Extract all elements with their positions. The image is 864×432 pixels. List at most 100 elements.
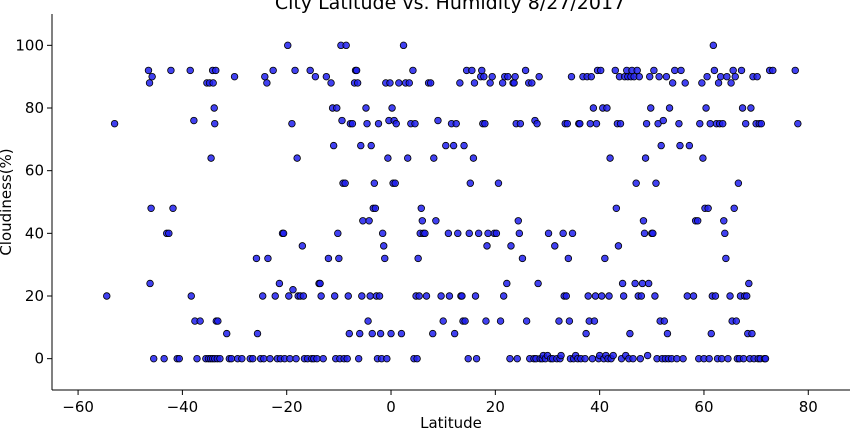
scatter-point [673, 354, 681, 363]
scatter-point [683, 292, 691, 300]
scatter-point [584, 292, 592, 300]
scatter-point [450, 329, 459, 338]
scatter-point [698, 79, 706, 87]
scatter-point [567, 72, 576, 81]
scatter-point [605, 292, 613, 300]
x-tick-label: −60 [62, 398, 94, 416]
scatter-point [386, 79, 394, 87]
scatter-point [429, 329, 437, 338]
scatter-point [210, 104, 218, 112]
scatter-point [482, 317, 490, 325]
scatter-point [699, 154, 707, 162]
scatter-point [279, 229, 288, 238]
scatter-point [253, 329, 262, 338]
scatter-point [551, 242, 559, 250]
y-tick-label: 100 [15, 36, 44, 54]
scatter-point [165, 229, 173, 238]
scatter-point [397, 329, 406, 338]
scatter-point [380, 242, 388, 250]
scatter-point [794, 119, 802, 128]
scatter-point [366, 292, 374, 300]
scatter-point [169, 204, 177, 212]
scatter-point [743, 292, 751, 300]
scatter-point [395, 79, 403, 87]
scatter-point [603, 104, 611, 112]
scatter-point [260, 354, 268, 363]
scatter-point [454, 229, 462, 238]
scatter-point [391, 179, 399, 187]
scatter-point [405, 79, 413, 87]
scatter-point [478, 66, 486, 75]
scatter-point [709, 41, 718, 50]
scatter-point [417, 204, 425, 212]
y-ticks: 0 20 40 60 80 100 [15, 36, 52, 368]
scatter-point [586, 119, 594, 128]
scatter-point [619, 292, 628, 300]
x-tick-label: 20 [486, 398, 505, 416]
scatter-point [513, 354, 521, 363]
scatter-point [263, 79, 271, 87]
scatter-point [596, 66, 605, 75]
scatter-point [753, 72, 761, 81]
scatter-point [724, 354, 732, 363]
scatter-point [378, 229, 387, 238]
scatter-point [367, 141, 375, 150]
scatter-point [409, 66, 417, 75]
scatter-point [381, 254, 389, 263]
scatter-point [481, 119, 489, 128]
plot-layer [103, 41, 802, 363]
scatter-point [399, 41, 408, 50]
x-tick-label: −40 [167, 398, 199, 416]
scatter-point [581, 354, 589, 363]
scatter-point [568, 229, 577, 238]
scatter-point [655, 72, 663, 81]
scatter-point [269, 66, 277, 75]
scatter-point [639, 217, 648, 225]
scatter-point [665, 104, 674, 112]
scatter-point [629, 354, 637, 363]
scatter-point [288, 119, 296, 128]
scatter-point [338, 116, 346, 125]
scatter-point [609, 351, 617, 360]
scatter-point [635, 72, 643, 81]
scatter-point [587, 72, 595, 81]
scatter-point [606, 154, 614, 162]
scatter-point [374, 119, 383, 128]
scatter-point [522, 317, 531, 325]
scatter-point [769, 66, 777, 75]
scatter-point [216, 354, 224, 363]
scatter-point [187, 292, 195, 300]
scatter-point [456, 79, 464, 87]
scatter-point [726, 292, 734, 300]
scatter-point [352, 66, 361, 75]
scatter-point [214, 317, 222, 325]
scatter-point [110, 119, 119, 128]
scatter-point [458, 292, 466, 300]
scatter-point [496, 317, 505, 325]
scatter-point [437, 292, 445, 300]
scatter-point [193, 354, 201, 363]
x-tick-label: −20 [271, 398, 303, 416]
scatter-point [284, 41, 292, 50]
scatter-point [358, 292, 366, 300]
scatter-point [703, 72, 711, 81]
scatter-point [649, 229, 657, 238]
scatter-point [430, 154, 438, 162]
scatter-point [160, 354, 168, 363]
scatter-point [679, 354, 687, 363]
scatter-point [249, 354, 257, 363]
scatter-point [223, 329, 231, 338]
scatter-point [345, 329, 353, 338]
scatter-point [528, 79, 536, 87]
scatter-point [598, 292, 606, 300]
scatter-point [404, 154, 412, 162]
scatter-point [663, 329, 672, 338]
scatter-point [591, 292, 600, 300]
scatter-point [387, 329, 395, 338]
scatter-point [675, 119, 683, 128]
scatter-point [646, 72, 654, 81]
scatter-point [757, 119, 766, 128]
scatter-point [324, 254, 333, 263]
scatter-point [313, 354, 321, 363]
